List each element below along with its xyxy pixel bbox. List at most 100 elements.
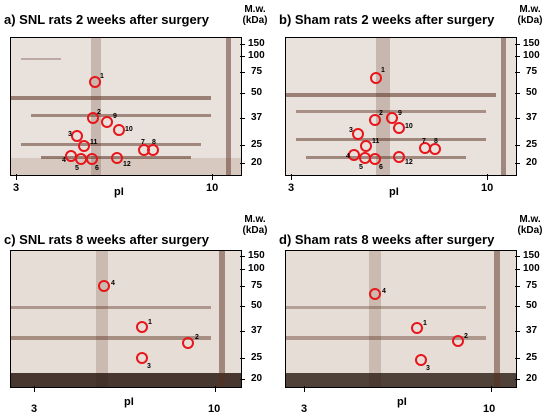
gel-image-a: 1 2 9 10 3 11 7 8 4 5 6 12	[10, 37, 242, 176]
panel-b-title: b) Sham rats 2 weeks after surgery	[279, 12, 495, 27]
mw-unit-line2: (kDa)	[242, 225, 268, 236]
spot-circle[interactable]	[98, 280, 110, 292]
mw-label: 75	[526, 280, 538, 291]
panel-d-title: d) Sham rats 8 weeks after surgery	[279, 232, 495, 247]
mw-label: 20	[251, 373, 263, 384]
spot-circle[interactable]	[411, 322, 423, 334]
spot-label: 4	[62, 157, 66, 164]
mw-label: 37	[251, 112, 263, 123]
x-tick-label: 10	[481, 182, 494, 194]
spot-circle[interactable]	[147, 144, 159, 156]
spot-circle[interactable]	[78, 140, 90, 152]
spot-circle[interactable]	[360, 140, 372, 152]
spot-circle[interactable]	[113, 124, 125, 136]
spot-circle[interactable]	[111, 152, 123, 164]
x-axis-label: pI	[389, 186, 399, 198]
spot-label: 7	[422, 138, 426, 145]
spots-b	[348, 72, 441, 165]
spot-circle[interactable]	[369, 153, 381, 165]
spot-circle[interactable]	[370, 72, 382, 84]
spot-label: 3	[147, 363, 151, 370]
mw-label: 50	[251, 87, 263, 98]
spot-label: 1	[381, 67, 385, 74]
panel-a-title: a) SNL rats 2 weeks after surgery	[4, 12, 209, 27]
spot-label: 7	[141, 139, 145, 146]
spot-label: 12	[123, 161, 131, 168]
spot-circle[interactable]	[393, 122, 405, 134]
spot-circle[interactable]	[429, 143, 441, 155]
spots-a	[65, 76, 159, 165]
gel-d-svg	[286, 251, 516, 387]
spot-circle[interactable]	[352, 128, 364, 140]
gel-image-c: 4 1 2 3	[10, 250, 242, 388]
spot-circle[interactable]	[71, 130, 83, 142]
mw-label: 75	[526, 66, 538, 77]
mw-label: 150	[248, 38, 265, 49]
spot-label: 9	[113, 113, 117, 120]
spot-circle[interactable]	[136, 321, 148, 333]
mw-label: 100	[523, 263, 540, 274]
spot-circle[interactable]	[369, 288, 381, 300]
spot-label: 2	[464, 333, 468, 340]
spot-label: 6	[379, 164, 383, 171]
x-axis-label: pI	[397, 396, 407, 408]
mw-label: 37	[526, 112, 538, 123]
gel-image-d: 4 1 2 3	[285, 250, 517, 388]
spot-label: 11	[372, 138, 380, 145]
spot-circle[interactable]	[86, 153, 98, 165]
mw-label: 50	[526, 300, 538, 311]
mw-label: 75	[251, 280, 263, 291]
spot-label: 1	[148, 319, 152, 326]
mw-label: 20	[526, 157, 538, 168]
mw-label: 25	[526, 139, 538, 150]
mw-unit-line1: M.w.	[244, 4, 266, 15]
mw-unit-line2: (kDa)	[517, 225, 543, 236]
spot-label: 1	[100, 73, 104, 80]
mw-unit-line2: (kDa)	[517, 15, 543, 26]
panel-b: b) Sham rats 2 weeks after surgery M.w. …	[275, 0, 550, 205]
x-tick-label: 3	[13, 182, 20, 194]
spot-label: 4	[111, 280, 115, 287]
mw-label: 25	[251, 139, 263, 150]
spot-label: 3	[349, 127, 353, 134]
spot-label: 2	[97, 109, 101, 116]
spot-circle[interactable]	[415, 354, 427, 366]
spot-circle[interactable]	[101, 116, 113, 128]
spot-circle[interactable]	[369, 114, 381, 126]
spot-label: 8	[434, 138, 438, 145]
mw-label: 100	[248, 263, 265, 274]
x-tick-label: 3	[301, 403, 308, 415]
spot-circle[interactable]	[136, 352, 148, 364]
spot-circle[interactable]	[452, 335, 464, 347]
spot-label: 3	[426, 365, 430, 372]
x-tick-label: 10	[208, 403, 221, 415]
x-tick-label: 3	[31, 403, 38, 415]
spot-circle[interactable]	[348, 149, 360, 161]
panel-d: d) Sham rats 8 weeks after surgery M.w. …	[275, 210, 550, 419]
spots-c	[98, 280, 194, 364]
mw-label: 75	[251, 66, 263, 77]
mw-label: 20	[251, 157, 263, 168]
spot-circle[interactable]	[87, 112, 99, 124]
mw-label: 37	[526, 325, 538, 336]
mw-unit-line2: (kDa)	[242, 15, 268, 26]
gel-c-svg	[11, 251, 241, 387]
mw-label: 100	[248, 50, 265, 61]
spot-circle[interactable]	[89, 76, 101, 88]
panel-c: c) SNL rats 8 weeks after surgery M.w. (…	[0, 210, 275, 419]
mw-unit-line1: M.w.	[244, 214, 266, 225]
spots-d	[369, 288, 464, 366]
gel-image-b: 1 2 9 10 3 11 7 8 4 5 6 12	[285, 37, 517, 176]
spot-circle[interactable]	[393, 151, 405, 163]
spot-label: 8	[152, 139, 156, 146]
spot-circle[interactable]	[386, 112, 398, 124]
x-tick-label: 10	[206, 182, 219, 194]
mw-header: M.w. (kDa)	[237, 4, 273, 26]
mw-label: 25	[251, 352, 263, 363]
mw-label: 100	[523, 50, 540, 61]
spot-label: 11	[90, 139, 98, 146]
spot-label: 9	[398, 110, 402, 117]
panel-c-title: c) SNL rats 8 weeks after surgery	[4, 232, 209, 247]
x-tick-label: 10	[483, 403, 496, 415]
spot-circle[interactable]	[182, 337, 194, 349]
